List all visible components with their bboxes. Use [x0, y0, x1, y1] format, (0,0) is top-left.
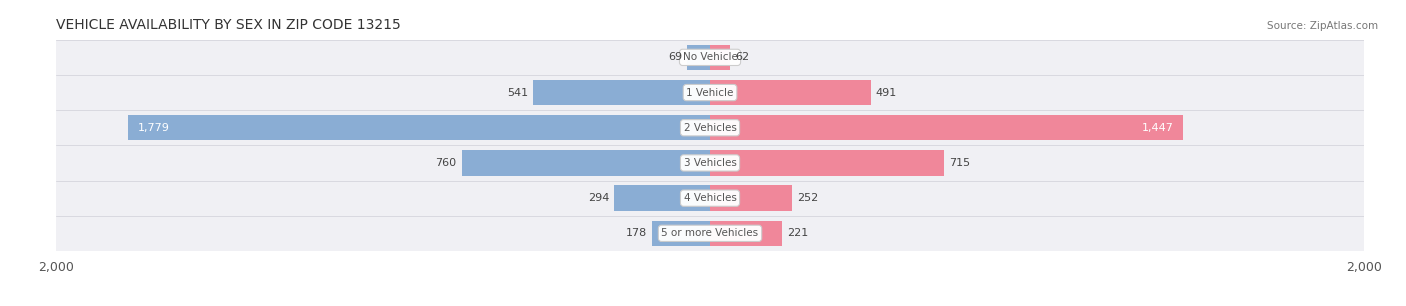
Bar [710, 150, 943, 176]
Legend: Male, Female: Male, Female [637, 302, 783, 306]
Text: 1,779: 1,779 [138, 123, 170, 133]
Text: 2 Vehicles: 2 Vehicles [683, 123, 737, 133]
Bar [710, 115, 1182, 140]
Text: 294: 294 [588, 193, 609, 203]
Text: Source: ZipAtlas.com: Source: ZipAtlas.com [1267, 21, 1378, 32]
Text: 3 Vehicles: 3 Vehicles [683, 158, 737, 168]
Bar [56, 40, 1364, 75]
Text: 1,447: 1,447 [1142, 123, 1173, 133]
Bar [710, 185, 793, 211]
Bar [56, 216, 1364, 251]
Bar [710, 80, 870, 105]
Bar [56, 181, 1364, 216]
Text: No Vehicle: No Vehicle [682, 52, 738, 62]
Text: 4 Vehicles: 4 Vehicles [683, 193, 737, 203]
Bar [652, 221, 710, 246]
Bar [56, 145, 1364, 181]
Text: 491: 491 [876, 88, 897, 98]
Text: 178: 178 [626, 228, 647, 238]
Text: 252: 252 [797, 193, 818, 203]
Bar [56, 75, 1364, 110]
Bar [461, 150, 710, 176]
Text: 541: 541 [508, 88, 529, 98]
Text: 715: 715 [949, 158, 970, 168]
Bar [56, 110, 1364, 145]
Text: 69: 69 [668, 52, 682, 62]
Bar [688, 45, 710, 70]
Bar [614, 185, 710, 211]
Bar [710, 45, 730, 70]
Text: 760: 760 [436, 158, 457, 168]
Bar [533, 80, 710, 105]
Text: 5 or more Vehicles: 5 or more Vehicles [661, 228, 759, 238]
Bar [710, 221, 782, 246]
Text: 62: 62 [735, 52, 749, 62]
Bar [128, 115, 710, 140]
Text: VEHICLE AVAILABILITY BY SEX IN ZIP CODE 13215: VEHICLE AVAILABILITY BY SEX IN ZIP CODE … [56, 18, 401, 32]
Text: 1 Vehicle: 1 Vehicle [686, 88, 734, 98]
Text: 221: 221 [787, 228, 808, 238]
